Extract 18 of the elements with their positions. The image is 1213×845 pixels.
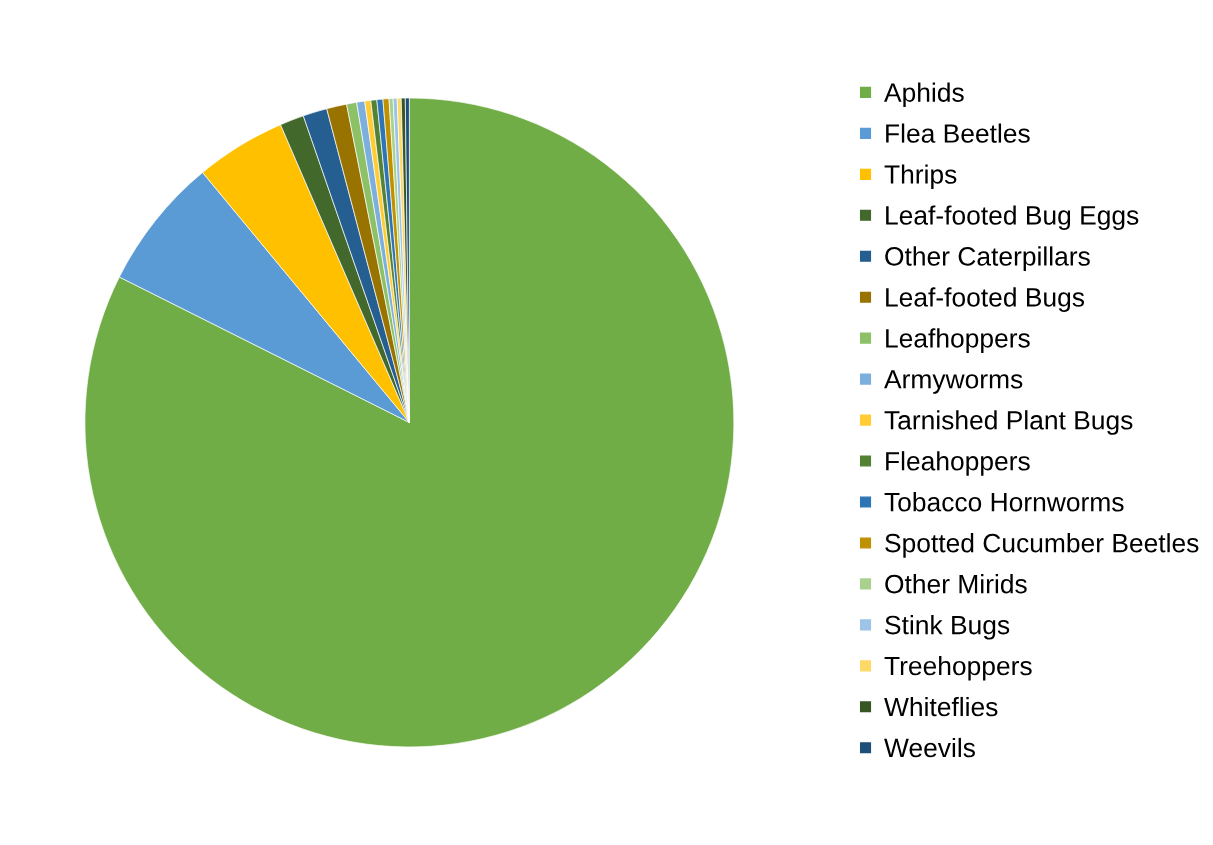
legend-label: Fleahoppers (886, 451, 1030, 476)
legend-label: Armyworms (884, 370, 1023, 394)
legend-label: Tarnished Plant Bugs (884, 410, 1133, 435)
legend-label: Aphids (884, 82, 964, 108)
legend-label: Tobacco Hornworms (884, 492, 1124, 512)
legend-label: Weevils (884, 737, 975, 758)
pie-slice (84, 97, 735, 748)
legend-label: Leafhoppers (886, 328, 1030, 353)
legend-label: Spotted Cucumber Beetles (885, 533, 1199, 558)
legend-label: Stink Bugs (885, 615, 1010, 640)
legend-label: Whiteflies (884, 696, 998, 717)
legend-label: Other Mirids (885, 574, 1027, 594)
legend-label: Flea Beetles (886, 123, 1030, 143)
legend-label: Other Caterpillars (885, 246, 1090, 271)
legend-label: Leaf-footed Bugs (886, 287, 1085, 312)
legend-label: Leaf-footed Bug Eggs (886, 205, 1139, 230)
legend-label: Thrips (884, 164, 957, 190)
legend-label: Treehoppers (884, 655, 1032, 681)
